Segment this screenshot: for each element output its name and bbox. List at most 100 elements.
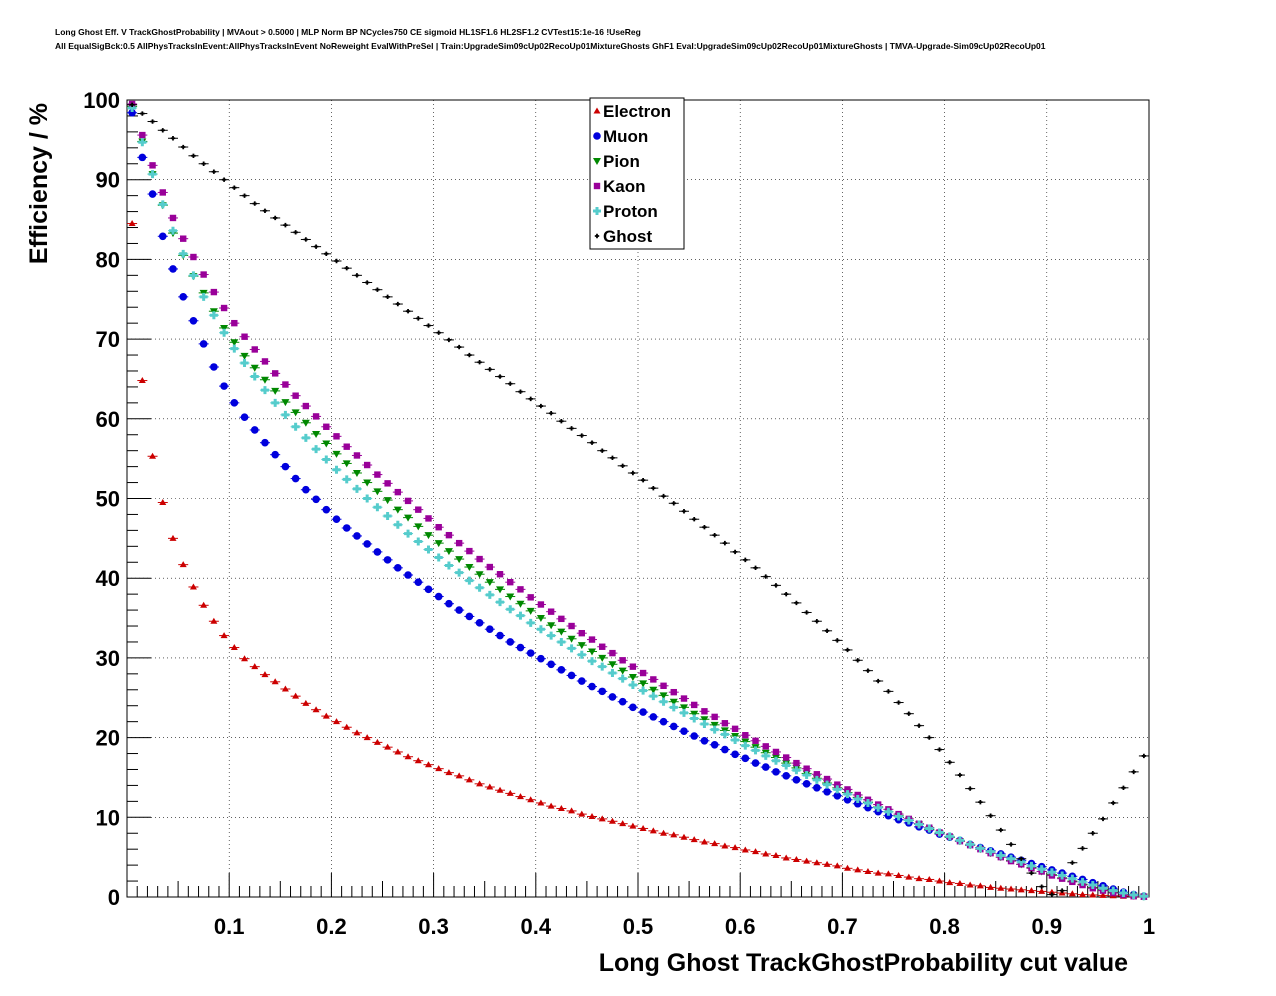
data-point-ghost [906,711,912,716]
data-point-proton [1088,881,1097,890]
data-point-pion [588,648,597,656]
data-point-ghost [272,215,278,221]
data-point-proton [690,714,699,723]
data-point-pion [393,506,402,514]
data-point-proton [363,494,372,503]
data-point-kaon [374,471,381,478]
data-point-ghost [508,381,513,386]
data-point-muon [741,754,750,763]
legend-marker-pion [593,158,601,165]
data-point-pion [332,450,341,458]
data-point-electron [1027,887,1035,894]
data-point-kaon [813,771,821,778]
data-point-proton [700,720,709,729]
data-point-kaon [190,253,197,261]
data-point-ghost [640,477,646,483]
data-point-proton [404,529,413,538]
data-point-kaon [639,669,647,677]
data-point-pion [710,721,719,729]
data-point-electron [874,869,882,876]
data-point-kaon [619,657,626,664]
data-point-electron [343,723,351,730]
data-point-ghost [456,344,462,350]
data-point-pion [577,642,586,650]
data-point-muon [138,153,147,162]
data-point-muon [761,763,770,771]
data-point-kaon [803,765,810,772]
data-point-kaon [425,515,432,522]
data-point-ghost [927,735,932,740]
x-tick-label: 0.6 [725,914,756,939]
data-point-muon [261,438,269,447]
data-point-electron [568,807,576,814]
legend-box [589,97,685,250]
data-point-electron [905,873,913,880]
data-point-electron [149,452,157,459]
data-point-pion [373,488,382,496]
data-point-ghost [814,619,820,624]
data-point-electron [1038,887,1046,894]
data-point-proton [853,794,862,803]
data-point-pion [690,710,699,718]
y-tick-labels: 0 10 20 30 40 50 60 70 80 90 100 [83,88,120,910]
data-point-kaon [650,676,657,683]
data-point-kaon [721,720,729,727]
data-point-proton [710,725,719,734]
data-point-muon [240,413,249,422]
data-point-ghost [303,237,309,242]
data-point-electron [445,769,453,776]
series-proton [127,103,1149,901]
data-point-ghost [855,658,860,663]
data-point-muon [486,625,494,634]
data-point-ghost [395,301,401,307]
data-point-pion [230,339,239,347]
data-point-ghost [773,583,779,588]
data-point-muon [792,776,801,784]
data-point-ghost [477,360,482,365]
data-point-electron [884,870,892,877]
data-point-ghost [1080,846,1085,851]
data-point-proton [485,590,494,599]
data-point-proton [1007,854,1016,863]
data-point-ghost [671,501,676,506]
data-point-kaon [629,663,637,670]
data-point-pion [516,600,525,608]
data-point-kaon [149,162,156,169]
data-point-muon [414,578,423,586]
data-point-ghost [988,813,993,818]
data-point-muon [271,450,279,459]
data-point-muon [455,606,463,614]
data-point-electron [241,655,249,662]
data-point-kaon [476,555,483,563]
data-point-proton [812,775,821,784]
data-point-proton [189,271,198,280]
data-point-muon [148,190,157,198]
data-point-ghost [783,591,789,597]
data-point-kaon [486,563,494,571]
data-point-proton [230,344,239,353]
data-point-electron [660,829,668,836]
data-point-proton [792,766,801,775]
data-point-proton [199,292,208,301]
data-point-kaon [752,737,759,744]
data-point-ghost [221,177,227,182]
data-point-muon [700,736,709,745]
data-point-electron [261,671,269,678]
data-point-proton [618,674,627,683]
data-point-ghost [1131,769,1136,775]
data-point-electron [1079,891,1087,898]
data-point-muon [322,505,331,514]
y-axis-title: Efficiency / % [25,103,53,264]
data-point-proton [260,386,269,395]
data-point-muon [158,232,167,241]
legend-label-kaon: Kaon [603,177,646,196]
data-point-electron [271,678,279,685]
chart-title-line-2: All EqualSigBck:0.5 AllPhysTracksInEvent… [55,41,1046,51]
y-tick-label: 0 [108,885,120,910]
data-point-electron [476,780,484,787]
data-point-ghost [865,668,871,673]
data-point-muon [353,532,361,540]
data-point-electron [384,743,392,750]
data-point-electron [363,734,371,741]
data-point-proton [1109,886,1118,895]
